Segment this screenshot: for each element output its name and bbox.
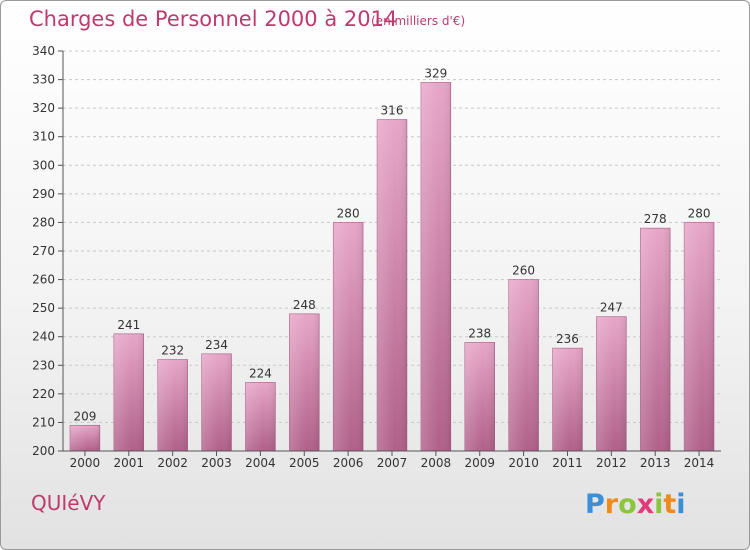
y-tick-label: 260 bbox=[32, 273, 55, 287]
x-tick-label: 2008 bbox=[421, 456, 452, 470]
y-tick-label: 280 bbox=[32, 215, 55, 229]
data-label: 329 bbox=[424, 66, 447, 80]
bar-shade bbox=[333, 222, 364, 451]
bar-shade bbox=[157, 359, 188, 451]
x-tick-label: 2000 bbox=[70, 456, 101, 470]
y-tick-label: 290 bbox=[32, 187, 55, 201]
logo-letter: i bbox=[654, 489, 664, 520]
data-label: 236 bbox=[556, 332, 579, 346]
data-label: 209 bbox=[73, 409, 96, 423]
y-tick-label: 220 bbox=[32, 387, 55, 401]
data-label: 241 bbox=[117, 318, 140, 332]
bar-shade bbox=[508, 279, 539, 451]
x-tick-label: 2012 bbox=[596, 456, 627, 470]
y-tick-label: 230 bbox=[32, 358, 55, 372]
y-tick-label: 240 bbox=[32, 330, 55, 344]
x-tick-label: 2001 bbox=[114, 456, 145, 470]
x-tick-label: 2010 bbox=[508, 456, 539, 470]
bar-shade bbox=[245, 382, 276, 451]
x-tick-label: 2005 bbox=[289, 456, 320, 470]
bar-shade bbox=[420, 82, 451, 451]
proxiti-logo: Proxiti bbox=[585, 489, 686, 520]
data-label: 280 bbox=[337, 206, 360, 220]
data-label: 316 bbox=[381, 104, 404, 118]
x-tick-label: 2003 bbox=[201, 456, 232, 470]
y-tick-label: 300 bbox=[32, 158, 55, 172]
data-label: 238 bbox=[468, 326, 491, 340]
x-tick-label: 2013 bbox=[640, 456, 671, 470]
data-label: 247 bbox=[600, 301, 623, 315]
data-label: 260 bbox=[512, 264, 535, 278]
x-tick-label: 2002 bbox=[157, 456, 188, 470]
data-label: 280 bbox=[688, 206, 711, 220]
bar-shade bbox=[684, 222, 714, 451]
bar-shade bbox=[596, 316, 627, 451]
x-tick-label: 2006 bbox=[333, 456, 364, 470]
y-tick-label: 210 bbox=[32, 415, 55, 429]
bar-shade bbox=[113, 333, 144, 451]
logo-letter: x bbox=[636, 489, 655, 520]
x-tick-label: 2011 bbox=[552, 456, 583, 470]
bar-shade bbox=[201, 353, 232, 451]
bar-shade bbox=[377, 119, 407, 452]
bar-shade bbox=[640, 228, 671, 451]
y-tick-label: 250 bbox=[32, 301, 55, 315]
commune-name: QUIéVY bbox=[31, 491, 106, 515]
x-tick-label: 2009 bbox=[464, 456, 495, 470]
y-tick-label: 310 bbox=[32, 130, 55, 144]
axes: 200 210 220 230 240 250 260 270 280 290 300 310 320 3… bbox=[32, 44, 721, 470]
bar-shade bbox=[552, 348, 583, 451]
logo-letter: o bbox=[618, 489, 637, 520]
y-tick-label: 330 bbox=[32, 73, 55, 87]
bars: 209 241 232 234 224 248 280 316 329 238 260 236 247 2… bbox=[69, 66, 715, 452]
data-label: 248 bbox=[293, 298, 316, 312]
chart-subtitle: (en milliers d'€) bbox=[371, 14, 466, 28]
data-label: 224 bbox=[249, 366, 272, 380]
logo-letter: i bbox=[676, 489, 686, 520]
logo-letter: P bbox=[585, 489, 605, 520]
data-label: 234 bbox=[205, 338, 228, 352]
data-label: 278 bbox=[644, 212, 667, 226]
logo-letter: t bbox=[663, 489, 677, 520]
y-tick-label: 200 bbox=[32, 444, 55, 458]
y-tick-label: 270 bbox=[32, 244, 55, 258]
x-tick-label: 2014 bbox=[684, 456, 715, 470]
bar-shade bbox=[70, 425, 100, 451]
y-tick-label: 340 bbox=[32, 44, 55, 58]
chart-title: Charges de Personnel 2000 à 2014 bbox=[29, 7, 398, 31]
data-label: 232 bbox=[161, 344, 184, 358]
bar-shade bbox=[289, 313, 320, 451]
x-tick-label: 2004 bbox=[245, 456, 276, 470]
y-tick-label: 320 bbox=[32, 101, 55, 115]
logo-letter: r bbox=[604, 489, 619, 520]
x-tick-label: 2007 bbox=[377, 456, 408, 470]
bar-shade bbox=[464, 342, 495, 451]
